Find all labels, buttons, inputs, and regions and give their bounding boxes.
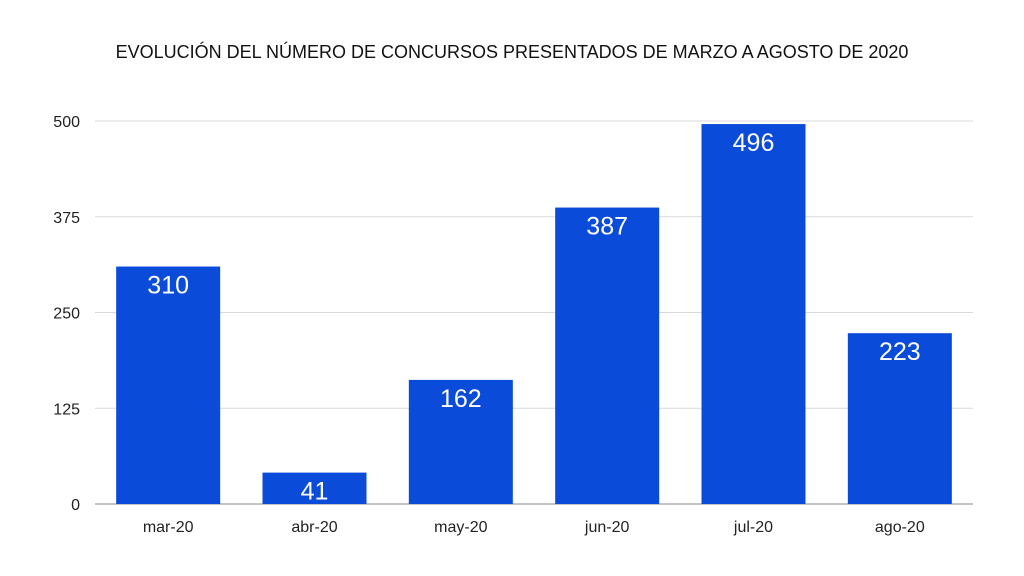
data-label: 387	[586, 213, 628, 241]
data-label: 310	[147, 272, 189, 300]
bar	[701, 124, 806, 505]
chart-title: EVOLUCIÓN DEL NÚMERO DE CONCURSOS PRESEN…	[115, 42, 909, 62]
bar	[116, 266, 221, 504]
y-tick-label: 125	[53, 401, 80, 418]
data-label: 223	[879, 338, 921, 366]
x-tick-label: jul-20	[733, 519, 773, 536]
bar	[408, 379, 513, 504]
x-tick-label: abr-20	[291, 519, 337, 536]
x-tick-label: may-20	[434, 519, 487, 536]
x-tick-label: ago-20	[875, 519, 925, 536]
data-label: 41	[301, 478, 329, 506]
y-tick-label: 375	[53, 210, 80, 227]
bar	[847, 333, 952, 504]
bar	[262, 472, 367, 504]
bar	[555, 207, 660, 505]
y-tick-label: 0	[71, 497, 80, 514]
x-tick-label: mar-20	[143, 519, 194, 536]
data-label: 496	[733, 129, 775, 157]
x-tick-label: jun-20	[584, 519, 630, 536]
y-tick-label: 250	[53, 306, 80, 323]
y-tick-label: 500	[53, 114, 80, 131]
data-label: 162	[440, 385, 482, 413]
